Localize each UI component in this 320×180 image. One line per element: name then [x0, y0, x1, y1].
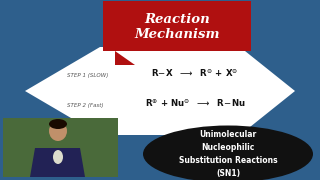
Text: Reaction
Mechanism: Reaction Mechanism [134, 13, 220, 41]
Ellipse shape [53, 150, 63, 164]
Ellipse shape [49, 119, 67, 129]
Text: STEP 1 (SLOW): STEP 1 (SLOW) [67, 73, 109, 78]
Ellipse shape [143, 125, 313, 180]
Polygon shape [25, 47, 295, 135]
Text: Unimolecular
Nucleophilic
Substitution Reactions
(SN1): Unimolecular Nucleophilic Substitution R… [179, 130, 277, 178]
Polygon shape [30, 148, 85, 177]
Ellipse shape [49, 121, 67, 141]
Text: R$\!-\!$X  $\longrightarrow$  R$^{\ominus}$ + X$^{\ominus}$: R$\!-\!$X $\longrightarrow$ R$^{\ominus}… [151, 67, 239, 79]
Polygon shape [115, 51, 135, 65]
FancyBboxPatch shape [3, 118, 118, 177]
Text: STEP 2 (Fast): STEP 2 (Fast) [67, 102, 103, 107]
FancyBboxPatch shape [103, 1, 251, 51]
Text: R$^{\oplus}$ + $\mathbf{Nu}^{\ominus}$  $\longrightarrow$  R$\!-\!$Nu: R$^{\oplus}$ + $\mathbf{Nu}^{\ominus}$ $… [145, 97, 245, 109]
